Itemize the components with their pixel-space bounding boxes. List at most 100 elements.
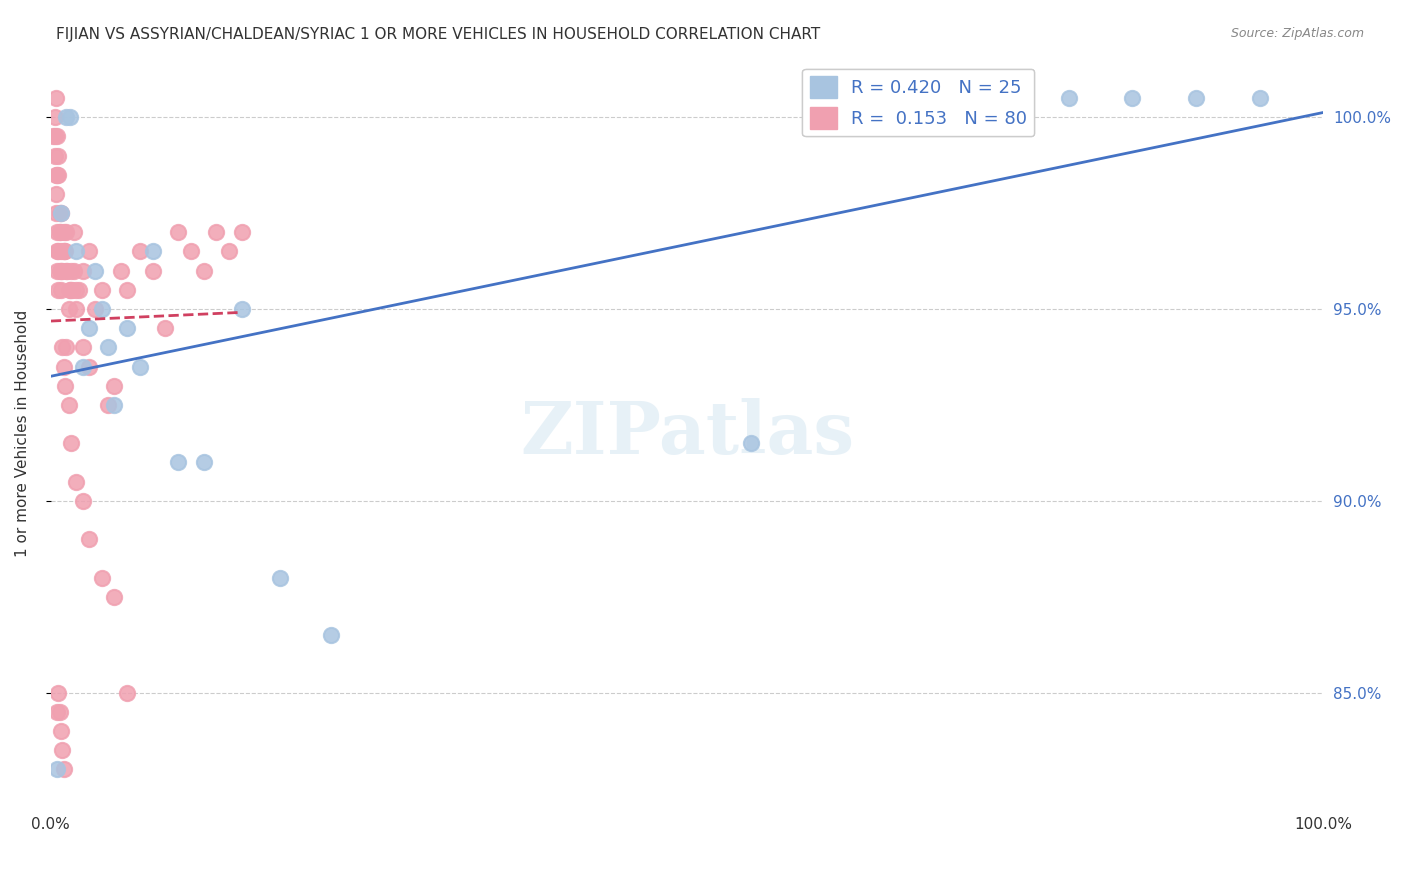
Point — [58, 301, 80, 316]
Point — [45, 168, 67, 182]
Point — [115, 283, 138, 297]
Point — [46, 225, 69, 239]
Point — [55, 263, 77, 277]
Point — [72, 493, 94, 508]
Point — [129, 244, 152, 259]
Point — [52, 225, 75, 239]
Point — [60, 263, 83, 277]
Point — [77, 321, 100, 335]
Point — [84, 263, 107, 277]
Point — [49, 723, 72, 738]
Point — [49, 283, 72, 297]
Point — [55, 225, 77, 239]
Point — [231, 225, 253, 239]
Point — [49, 206, 72, 220]
Point — [46, 168, 69, 182]
Point — [51, 743, 73, 757]
Point — [180, 244, 202, 259]
Point — [48, 244, 70, 259]
Point — [46, 762, 69, 776]
Point — [1057, 91, 1080, 105]
Point — [48, 283, 70, 297]
Point — [1249, 91, 1271, 105]
Point — [142, 244, 165, 259]
Point — [48, 168, 70, 182]
Point — [48, 225, 70, 239]
Point — [72, 359, 94, 374]
Point — [46, 263, 69, 277]
Point — [103, 378, 125, 392]
Point — [269, 570, 291, 584]
Point — [155, 321, 177, 335]
Point — [48, 225, 70, 239]
Point — [60, 436, 83, 450]
Point — [52, 244, 75, 259]
Point — [44, 110, 66, 124]
Point — [90, 283, 112, 297]
Point — [931, 91, 953, 105]
Point — [49, 244, 72, 259]
Point — [53, 244, 76, 259]
Point — [46, 244, 69, 259]
Point — [62, 225, 84, 239]
Point — [44, 148, 66, 162]
Point — [55, 340, 77, 354]
Point — [51, 263, 73, 277]
Point — [218, 244, 240, 259]
Point — [53, 378, 76, 392]
Point — [59, 110, 82, 124]
Point — [167, 225, 190, 239]
Point — [42, 129, 65, 144]
Point — [103, 590, 125, 604]
Point — [44, 129, 66, 144]
Point — [77, 244, 100, 259]
Point — [1121, 91, 1143, 105]
Point — [129, 359, 152, 374]
Point — [205, 225, 228, 239]
Point — [59, 283, 82, 297]
Point — [110, 263, 132, 277]
Point — [45, 91, 67, 105]
Point — [97, 340, 120, 354]
Text: FIJIAN VS ASSYRIAN/CHALDEAN/SYRIAC 1 OR MORE VEHICLES IN HOUSEHOLD CORRELATION C: FIJIAN VS ASSYRIAN/CHALDEAN/SYRIAC 1 OR … — [56, 27, 821, 42]
Point — [84, 301, 107, 316]
Point — [740, 436, 762, 450]
Text: Source: ZipAtlas.com: Source: ZipAtlas.com — [1230, 27, 1364, 40]
Point — [48, 705, 70, 719]
Point — [65, 475, 87, 489]
Point — [103, 398, 125, 412]
Text: ZIPatlas: ZIPatlas — [520, 398, 853, 469]
Point — [58, 398, 80, 412]
Point — [193, 263, 215, 277]
Point — [90, 301, 112, 316]
Point — [90, 570, 112, 584]
Point — [56, 263, 79, 277]
Point — [48, 685, 70, 699]
Point — [142, 263, 165, 277]
Point — [46, 129, 69, 144]
Point — [72, 340, 94, 354]
Point — [48, 263, 70, 277]
Point — [62, 263, 84, 277]
Point — [319, 628, 342, 642]
Point — [45, 186, 67, 201]
Point — [52, 762, 75, 776]
Point — [115, 321, 138, 335]
Point — [49, 206, 72, 220]
Point — [55, 110, 77, 124]
Point — [52, 244, 75, 259]
Point — [46, 705, 69, 719]
Point — [59, 283, 82, 297]
Point — [231, 301, 253, 316]
Point — [62, 283, 84, 297]
Point — [65, 283, 87, 297]
Point — [167, 455, 190, 469]
Legend: R = 0.420   N = 25, R =  0.153   N = 80: R = 0.420 N = 25, R = 0.153 N = 80 — [803, 69, 1035, 136]
Point — [72, 263, 94, 277]
Point — [77, 359, 100, 374]
Point — [49, 263, 72, 277]
Point — [51, 340, 73, 354]
Point — [115, 685, 138, 699]
Point — [48, 206, 70, 220]
Y-axis label: 1 or more Vehicles in Household: 1 or more Vehicles in Household — [15, 310, 30, 558]
